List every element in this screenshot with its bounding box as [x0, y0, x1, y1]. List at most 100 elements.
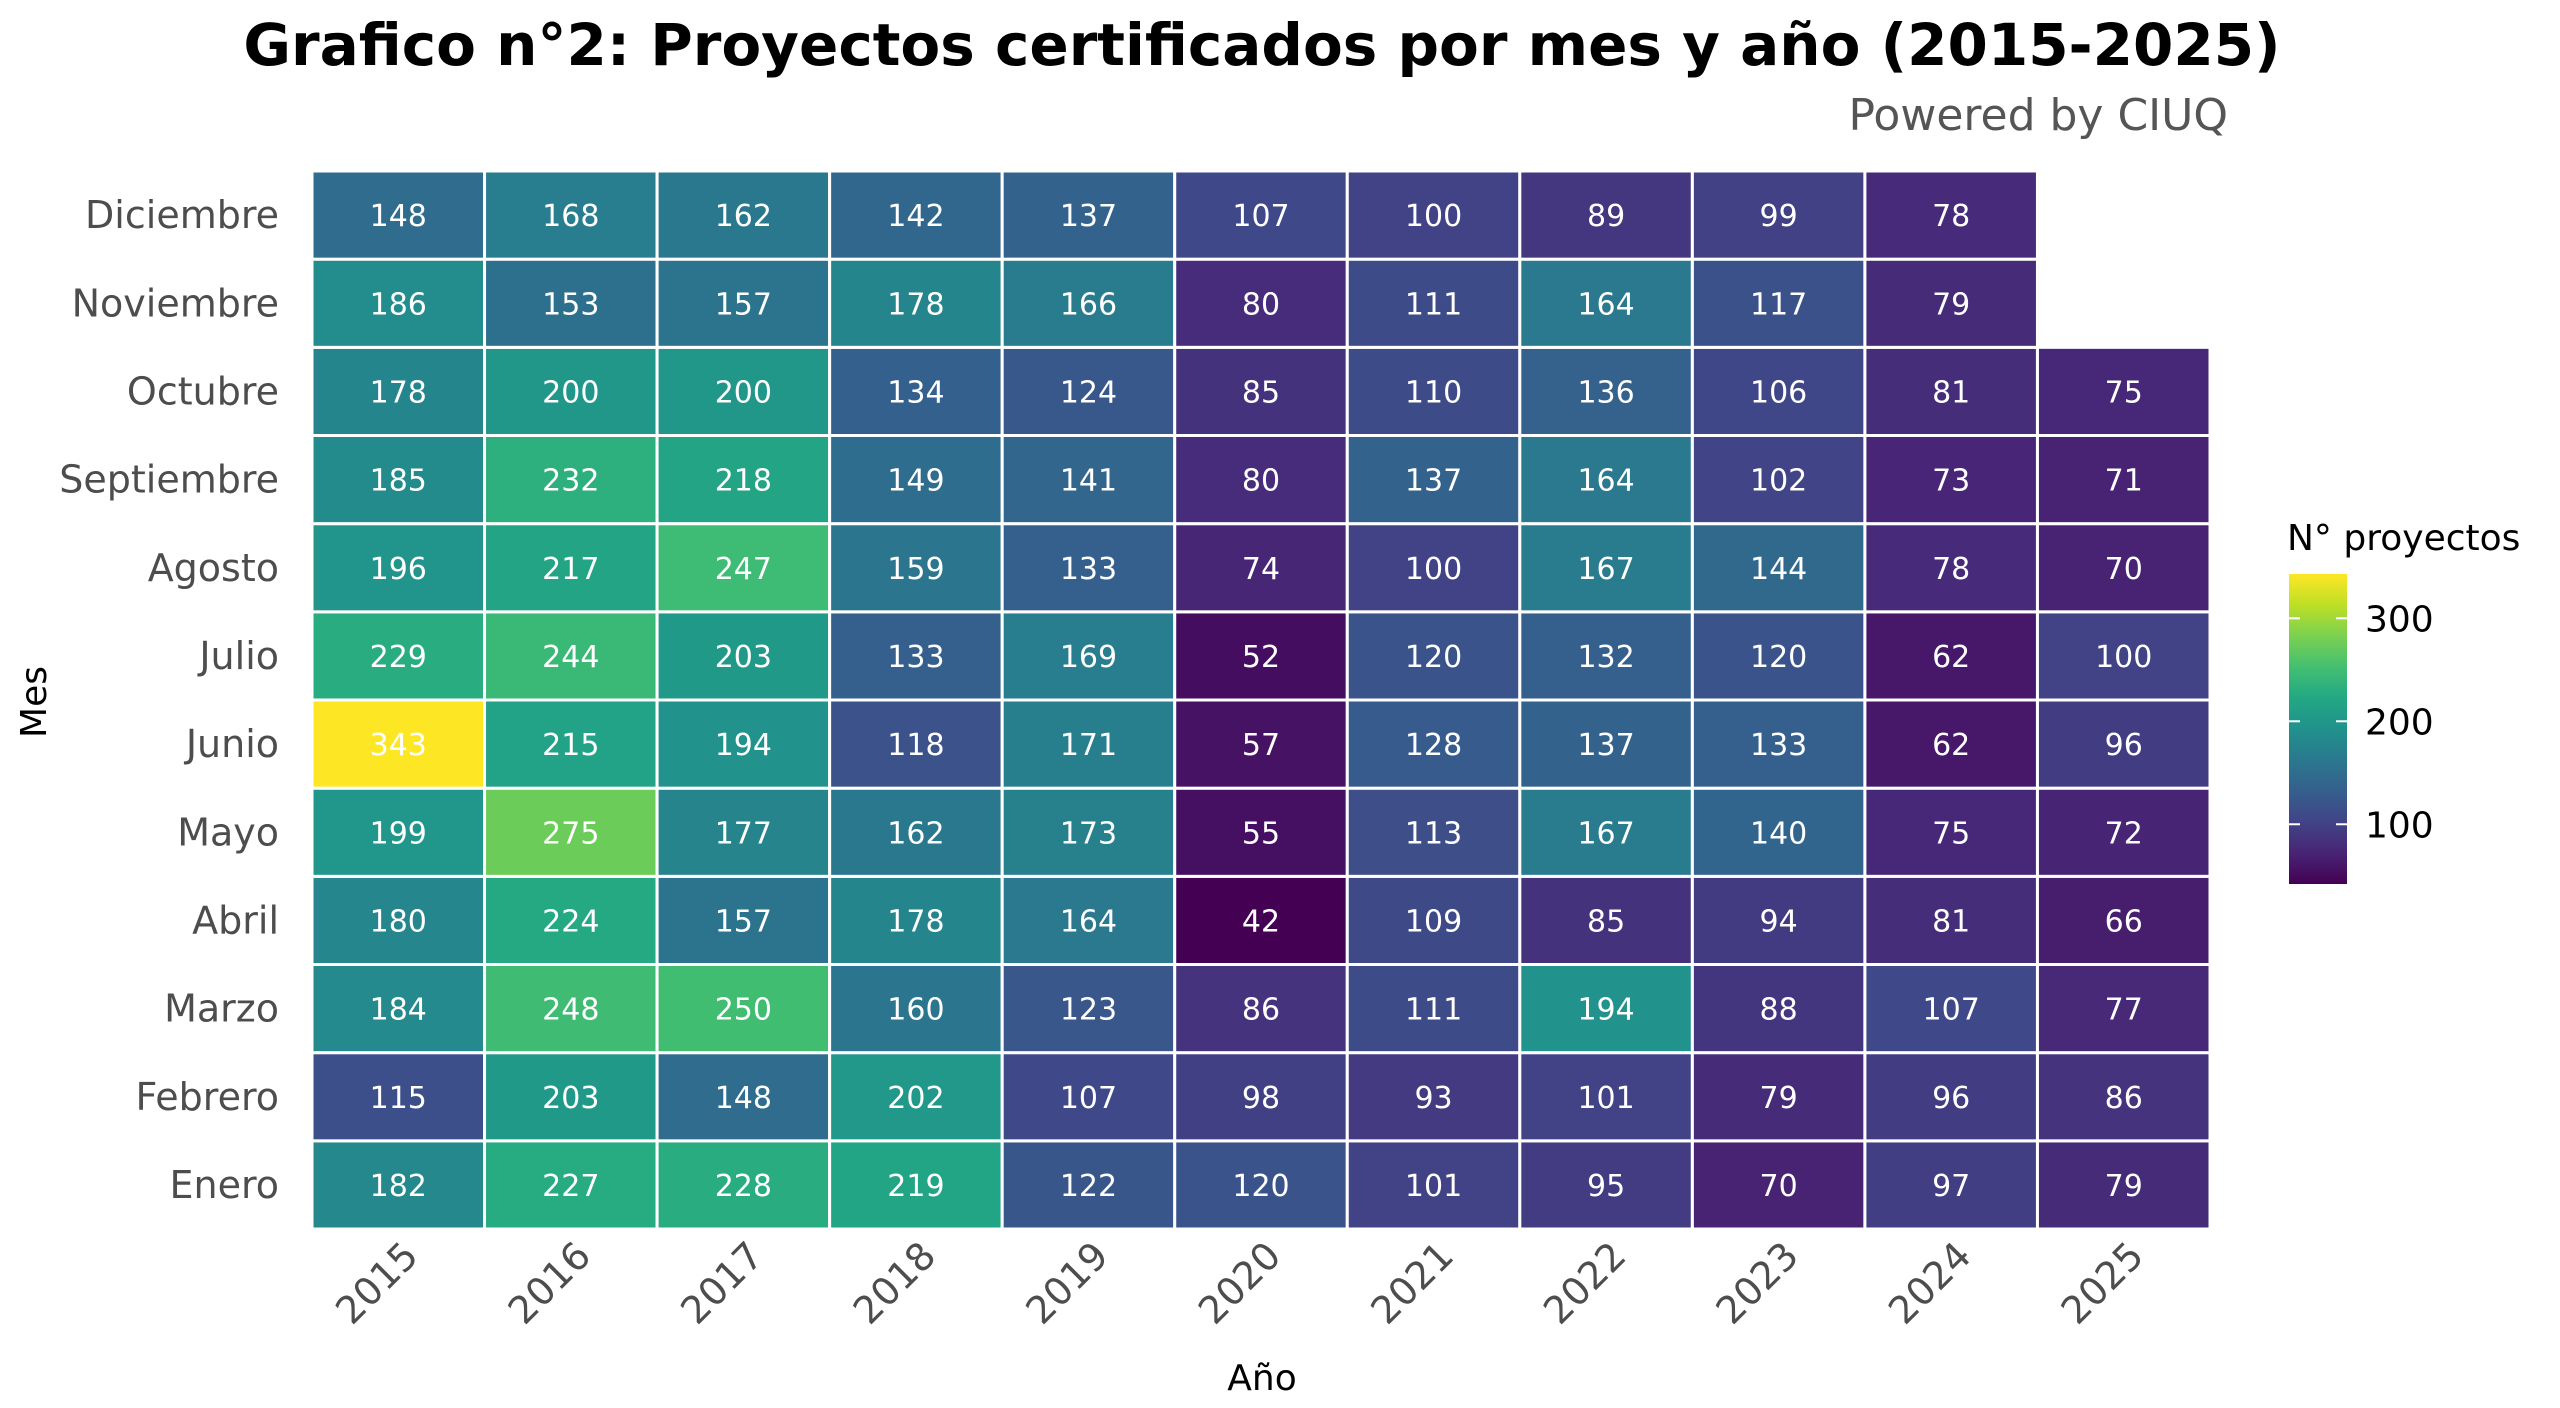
heatmap-cell: [1690, 169, 1867, 261]
legend-tick-label: 100: [2365, 805, 2434, 846]
cell-value-label: 202: [887, 1081, 944, 1116]
heatmap-cell: [1000, 874, 1177, 966]
cell-value-label: 178: [887, 904, 944, 939]
heatmap-cell: [310, 1139, 487, 1231]
cell-value-label: 343: [370, 728, 427, 763]
x-tick-label: 2017: [672, 1233, 772, 1333]
x-tick-label: 2021: [1362, 1233, 1462, 1333]
heatmap-cell: [310, 874, 487, 966]
heatmap-cell: [2035, 1139, 2212, 1231]
x-tick-label: 2024: [1880, 1233, 1980, 1333]
heatmap-cell: [1518, 169, 1694, 261]
cell-value-label: 141: [1060, 464, 1117, 499]
heatmap-cell: [1690, 786, 1867, 878]
cell-value-label: 78: [1932, 552, 1970, 587]
cell-value-label: 200: [542, 375, 599, 410]
cell-value-label: 248: [542, 993, 599, 1028]
legend-title: N° proyectos: [2287, 518, 2520, 559]
cell-value-label: 77: [2105, 993, 2143, 1028]
cell-value-label: 75: [1932, 816, 1970, 851]
heatmap-cell: [310, 786, 487, 878]
color-legend: N° proyectos 100 200 300: [2287, 518, 2520, 884]
cell-value-label: 134: [887, 375, 944, 410]
heatmap-cell: [1345, 1051, 1522, 1143]
x-tick-label: 2020: [1190, 1233, 1290, 1333]
heatmap-cell: [655, 963, 832, 1055]
heatmap-cell: [1173, 698, 1349, 790]
cell-value-label: 228: [715, 1169, 772, 1204]
cell-value-label: 107: [1923, 993, 1980, 1028]
cell-value-label: 100: [1405, 552, 1462, 587]
cell-value-label: 219: [887, 1169, 944, 1204]
heatmap-cell: [655, 345, 832, 438]
heatmap-cell: [1690, 522, 1867, 614]
cell-value-label: 133: [1750, 728, 1807, 763]
cell-value-label: 166: [1060, 287, 1117, 322]
cell-value-label: 215: [542, 728, 599, 763]
cell-value-label: 113: [1405, 816, 1462, 851]
cell-value-label: 123: [1060, 993, 1117, 1028]
cell-value-label: 94: [1760, 904, 1798, 939]
heatmap-cell: [2035, 610, 2212, 702]
heatmap-cell: [1690, 1139, 1867, 1231]
heatmap-cell: [1000, 1139, 1177, 1231]
cell-value-label: 72: [2105, 816, 2143, 851]
colorbar: [2289, 574, 2347, 884]
heatmap-cell: [1863, 169, 2039, 261]
heatmap-cell: [1345, 610, 1522, 702]
cell-value-label: 184: [370, 993, 427, 1028]
cell-value-label: 217: [542, 552, 599, 587]
heatmap-cell: [1000, 963, 1177, 1055]
cell-value-label: 196: [370, 552, 427, 587]
heatmap-cell: [1518, 257, 1694, 349]
cell-value-label: 85: [1587, 904, 1625, 939]
cell-value-label: 120: [1405, 640, 1462, 675]
heatmap-cell: [1345, 434, 1522, 526]
cell-value-label: 224: [542, 904, 599, 939]
x-tick-label: 2019: [1017, 1233, 1117, 1333]
cell-value-label: 124: [1060, 375, 1117, 410]
cell-value-label: 137: [1405, 464, 1462, 499]
cell-value-label: 122: [1060, 1169, 1117, 1204]
cell-value-label: 232: [542, 464, 599, 499]
cell-value-label: 97: [1932, 1169, 1970, 1204]
cell-value-label: 164: [1060, 904, 1117, 939]
cell-value-label: 157: [715, 287, 772, 322]
heatmap-cell: [1518, 1051, 1694, 1143]
cell-value-label: 62: [1932, 640, 1970, 675]
cell-value-label: 115: [370, 1081, 427, 1116]
heatmap-cell: [655, 874, 832, 966]
cell-value-label: 162: [887, 816, 944, 851]
heatmap-cell: [655, 610, 832, 702]
heatmap-cells: 182 227 228 219 122 120 101 95 70 97 79 115 203 148 20…: [310, 169, 2212, 1231]
cell-value-label: 111: [1405, 993, 1462, 1028]
cell-value-label: 275: [542, 816, 599, 851]
cell-value-label: 80: [1242, 464, 1280, 499]
heatmap-cell: [2035, 434, 2212, 526]
heatmap-cell: [1863, 522, 2039, 614]
heatmap-cell: [828, 698, 1004, 790]
heatmap-cell: [1173, 1051, 1349, 1143]
heatmap-cell: [483, 610, 659, 702]
heatmap-cell: [2035, 786, 2212, 878]
cell-value-label: 140: [1750, 816, 1807, 851]
y-tick-label: Septiembre: [59, 458, 279, 502]
cell-value-label: 218: [715, 464, 772, 499]
heatmap-cell: [1345, 698, 1522, 790]
x-tick-label: 2015: [327, 1233, 427, 1333]
legend-tick-label: 200: [2365, 702, 2434, 743]
x-tick-label: 2022: [1535, 1233, 1635, 1333]
x-axis-title: Año: [1227, 1358, 1296, 1399]
cell-value-label: 185: [370, 464, 427, 499]
cell-value-label: 194: [715, 728, 772, 763]
cell-value-label: 160: [887, 993, 944, 1028]
cell-value-label: 96: [1932, 1081, 1970, 1116]
cell-value-label: 194: [1577, 993, 1634, 1028]
cell-value-label: 55: [1242, 816, 1280, 851]
y-tick-label: Diciembre: [85, 193, 279, 237]
cell-value-label: 178: [887, 287, 944, 322]
heatmap-cell: [1173, 1139, 1349, 1231]
cell-value-label: 106: [1750, 375, 1807, 410]
heatmap-cell: [655, 169, 832, 261]
cell-value-label: 167: [1577, 816, 1634, 851]
